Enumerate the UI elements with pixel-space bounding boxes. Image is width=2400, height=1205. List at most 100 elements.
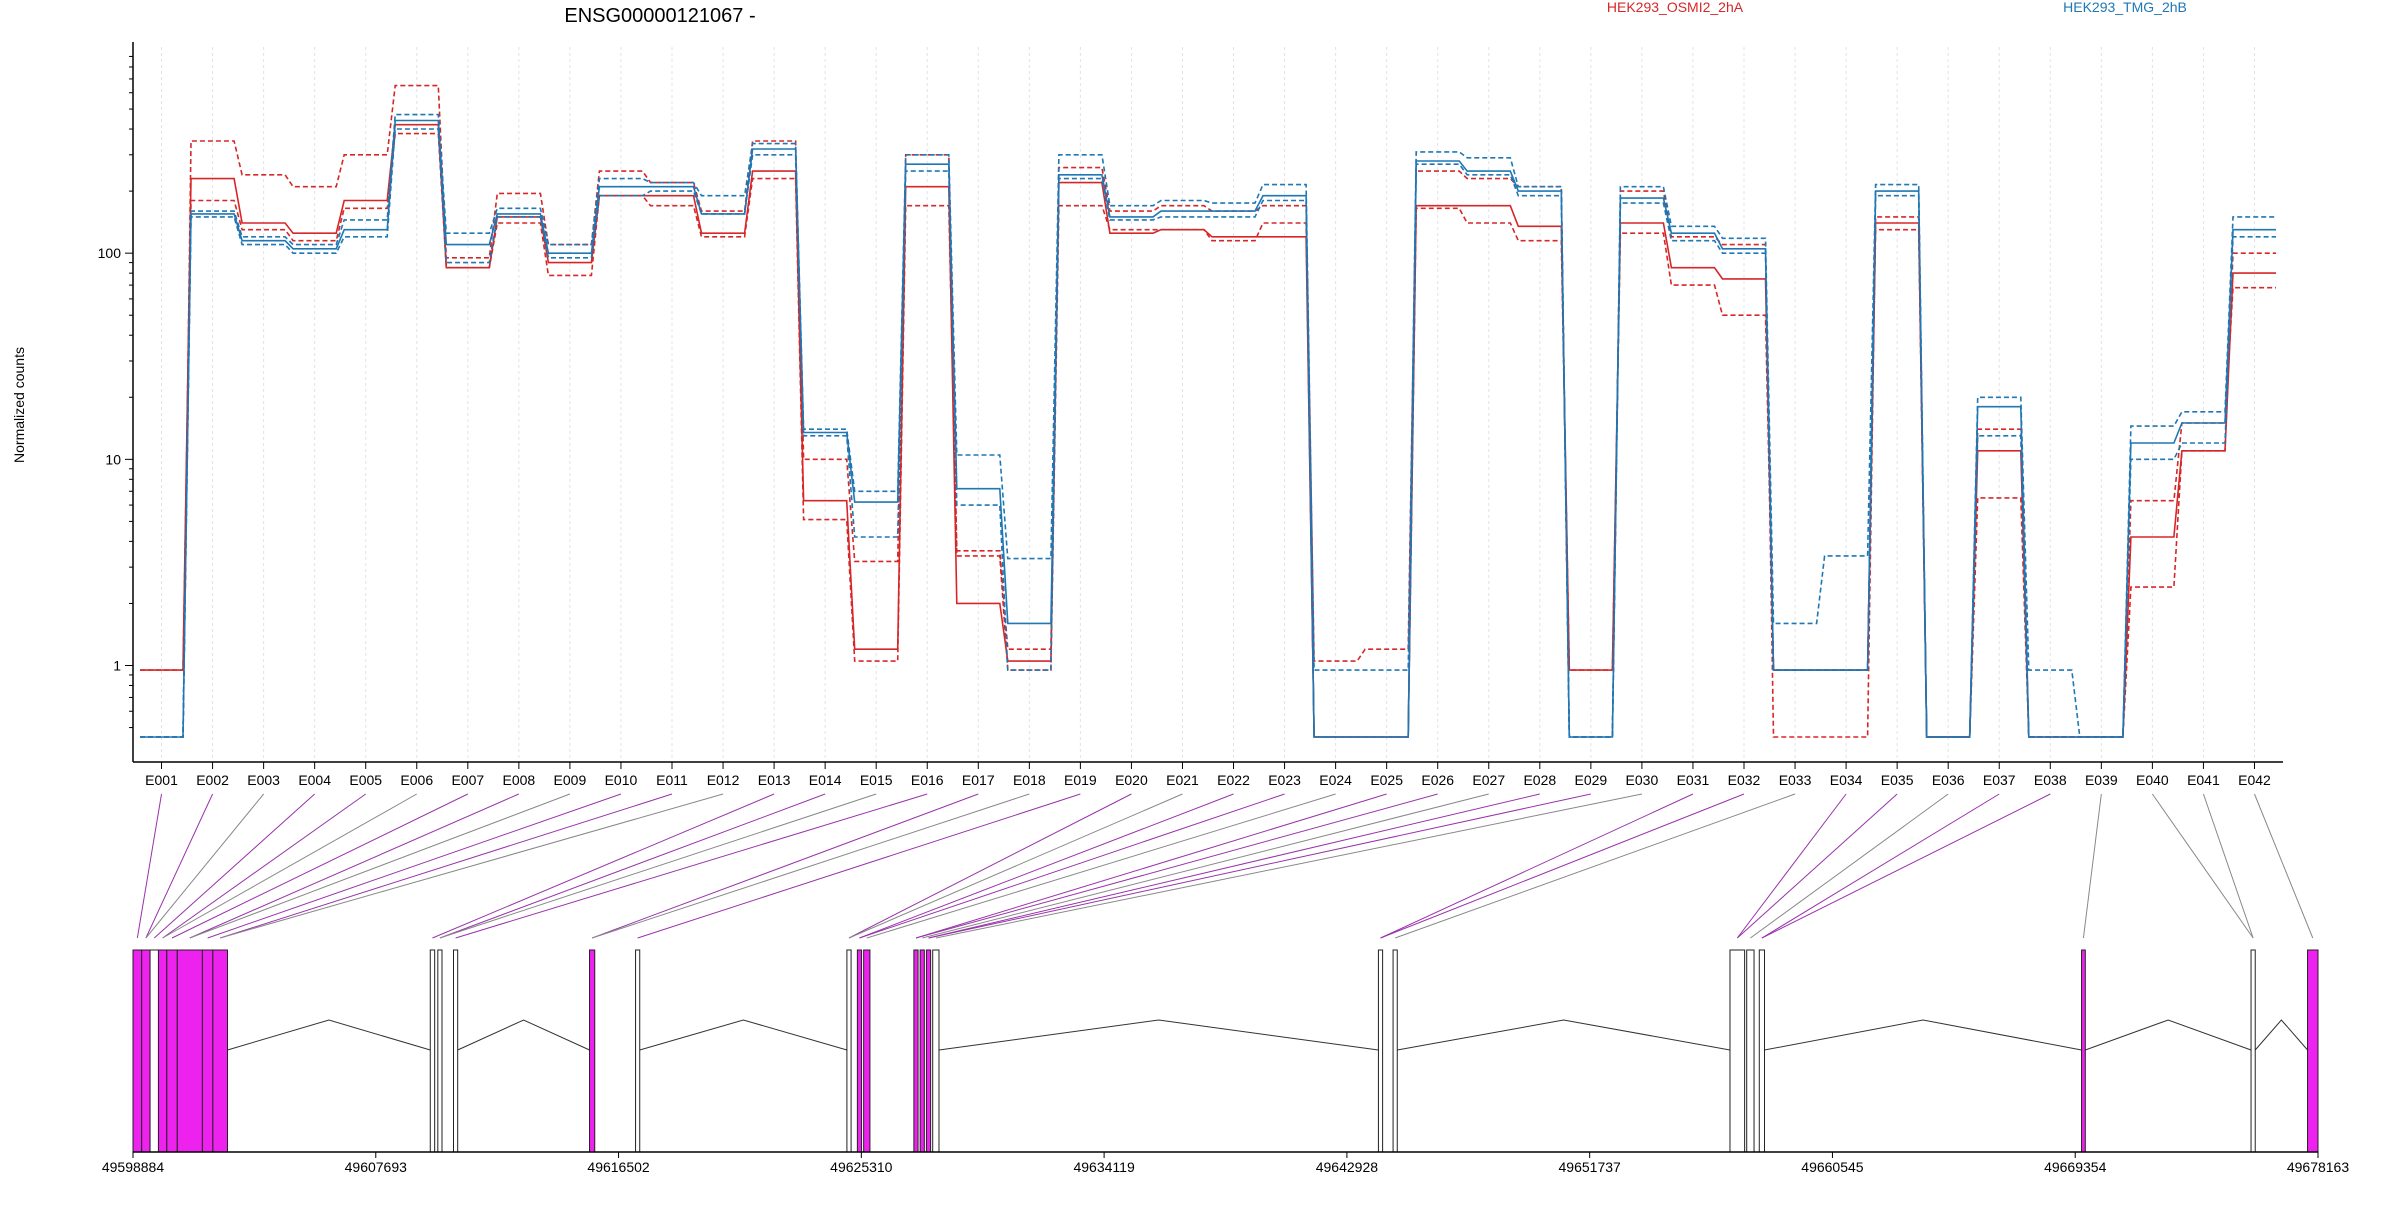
- exon-connector: [1736, 793, 1847, 939]
- x-tick-label: E029: [1575, 772, 1608, 788]
- legend-label-osmi2: HEK293_OSMI2_2hA: [1607, 0, 1744, 15]
- intron-line: [227, 1019, 431, 1051]
- exon-connector: [1761, 793, 2051, 939]
- exon-connector: [859, 793, 1234, 939]
- exon-connector: [591, 793, 1030, 939]
- exon-connector: [1761, 793, 2000, 939]
- y-tick-label: 1: [113, 658, 121, 674]
- x-tick-label: E039: [2085, 772, 2118, 788]
- exon-bin: [453, 949, 459, 1153]
- exon-connector: [220, 793, 724, 939]
- exon-connector: [2082, 793, 2102, 939]
- intron-line: [2085, 1019, 2252, 1051]
- x-tick-label: E034: [1830, 772, 1863, 788]
- exon-connector: [859, 793, 1285, 939]
- y-tick-label: 100: [98, 245, 122, 261]
- x-tick-label: E019: [1064, 772, 1097, 788]
- x-tick-label: E012: [707, 772, 740, 788]
- genome-axis-label: 49642928: [1316, 1159, 1379, 1175]
- exon-bin: [157, 949, 168, 1153]
- series-lines: [140, 84, 2276, 738]
- x-tick-label: E037: [1983, 772, 2016, 788]
- exon-bin: [141, 949, 151, 1153]
- chart-axes: 1 10 100 E001 E002 E003 E004 E005 E006 E007 E008 E0…: [98, 42, 2283, 788]
- exon-connector: [848, 793, 1183, 939]
- exon-bin: [2307, 949, 2319, 1153]
- exon-connector: [2254, 793, 2314, 939]
- exon-connector: [145, 793, 214, 939]
- x-tick-label: E006: [400, 772, 433, 788]
- intron-line: [639, 1019, 848, 1051]
- x-tick-label: E032: [1728, 772, 1761, 788]
- exon-connector: [915, 793, 1438, 939]
- genome-axis-label: 49625310: [830, 1159, 893, 1175]
- exon-connector: [153, 793, 316, 939]
- exon-connector: [637, 793, 1081, 939]
- x-tick-label: E028: [1523, 772, 1556, 788]
- series-line-blue-5: [140, 119, 2276, 738]
- intron-line: [2254, 1019, 2308, 1051]
- exon-bin: [919, 949, 925, 1153]
- intron-line: [1764, 1019, 2082, 1051]
- intron-line: [1397, 1019, 1731, 1051]
- exon-connector: [1380, 793, 1745, 939]
- x-tick-label: E033: [1779, 772, 1812, 788]
- x-tick-label: E022: [1217, 772, 1250, 788]
- exon-bin: [1758, 949, 1766, 1153]
- x-tick-label: E025: [1370, 772, 1403, 788]
- exon-bin: [132, 949, 143, 1153]
- exon-bin: [1377, 949, 1384, 1153]
- exon-connector: [162, 793, 367, 939]
- series-line-blue-6: [140, 128, 2276, 738]
- y-tick-label: 10: [105, 451, 121, 467]
- y-axis-label: Normalized counts: [11, 347, 27, 463]
- exon-bin: [437, 949, 443, 1153]
- x-tick-label: E018: [1013, 772, 1046, 788]
- exon-connector: [189, 793, 571, 939]
- exon-bin: [589, 949, 596, 1153]
- x-tick-label: E005: [349, 772, 382, 788]
- exon-connector: [1750, 793, 1949, 939]
- genome-axis-label: 49669354: [2044, 1159, 2107, 1175]
- exon-connector: [171, 793, 469, 939]
- x-tick-label: E030: [1626, 772, 1659, 788]
- chart-title: ENSG00000121067 -: [564, 5, 755, 27]
- exon-connector: [928, 793, 1540, 939]
- x-tick-label: E017: [962, 772, 995, 788]
- exon-connector: [848, 793, 1132, 939]
- x-tick-label: E040: [2136, 772, 2169, 788]
- x-tick-label: E004: [298, 772, 331, 788]
- exon-connectors: [136, 793, 2314, 939]
- exon-connector: [1394, 793, 1796, 939]
- exon-connector: [432, 793, 775, 939]
- exon-connector: [2202, 793, 2254, 939]
- x-tick-label: E002: [196, 772, 229, 788]
- x-tick-label: E007: [451, 772, 484, 788]
- legend-label-tmg: HEK293_TMG_2hB: [2063, 0, 2187, 15]
- exon-connector: [928, 793, 1591, 939]
- genome-axis-label: 49598884: [102, 1159, 165, 1175]
- genome-axis-label: 49634119: [1073, 1159, 1134, 1175]
- exon-connector: [455, 793, 928, 939]
- genome-axis-label: 49660545: [1801, 1159, 1864, 1175]
- series-line-red-1: [140, 84, 2276, 738]
- x-tick-label: E009: [554, 772, 587, 788]
- x-tick-label: E021: [1166, 772, 1199, 788]
- exon-bin: [925, 949, 932, 1153]
- exon-connector: [220, 793, 673, 939]
- exon-bin: [635, 949, 641, 1153]
- series-line-red-3: [140, 132, 2276, 738]
- exon-connector: [162, 793, 418, 939]
- x-tick-label: E011: [656, 772, 688, 788]
- exon-bin: [429, 949, 436, 1153]
- exon-bin: [1392, 949, 1398, 1153]
- exon-bin: [1729, 949, 1746, 1153]
- exon-connector: [439, 793, 826, 939]
- x-tick-label: E008: [503, 772, 536, 788]
- exon-connector: [145, 793, 265, 939]
- x-tick-label: E024: [1319, 772, 1352, 788]
- intron-line: [457, 1019, 590, 1051]
- exon-bin: [846, 949, 852, 1153]
- exon-bin: [856, 949, 863, 1153]
